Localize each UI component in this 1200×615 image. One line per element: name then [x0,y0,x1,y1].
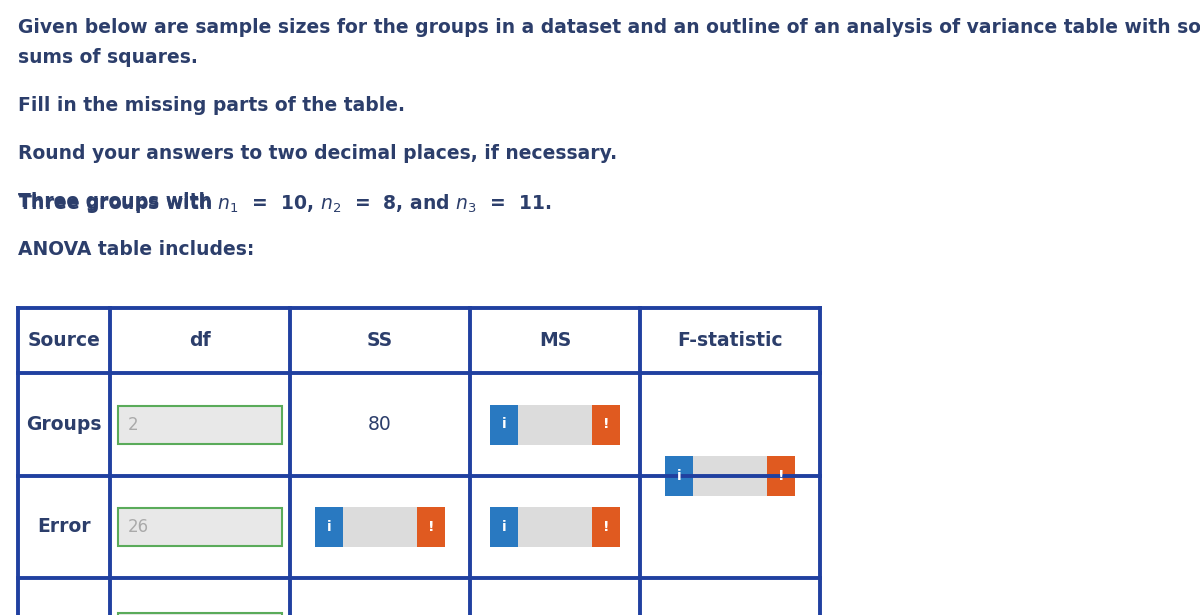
Text: Given below are sample sizes for the groups in a dataset and an outline of an an: Given below are sample sizes for the gro… [18,18,1200,37]
Text: !: ! [778,469,785,483]
Text: i: i [502,520,506,534]
Bar [592,405,620,445]
Text: !: ! [602,418,610,432]
Bar [418,507,445,547]
Bar [118,405,282,443]
Bar [490,405,518,445]
Text: Error: Error [37,517,91,536]
Text: df: df [190,331,211,350]
Text: !: ! [427,520,434,534]
Bar [18,308,820,615]
Text: MS: MS [539,331,571,350]
Text: Groups: Groups [26,415,102,434]
Bar [314,507,343,547]
Bar [490,507,518,547]
Text: Three groups with $n_1$  =  10, $n_2$  =  8, and $n_3$  =  11.: Three groups with $n_1$ = 10, $n_2$ = 8,… [18,192,551,215]
Text: !: ! [602,520,610,534]
Bar [314,507,445,547]
Text: i: i [502,418,506,432]
Text: Source: Source [28,331,101,350]
Text: Fill in the missing parts of the table.: Fill in the missing parts of the table. [18,96,406,115]
Bar [118,613,282,615]
Text: ANOVA table includes:: ANOVA table includes: [18,240,254,259]
Text: i: i [326,520,331,534]
Text: Round your answers to two decimal places, if necessary.: Round your answers to two decimal places… [18,144,617,163]
Bar [490,507,620,547]
Text: Three groups with: Three groups with [18,192,218,211]
Bar [665,456,694,496]
Bar [118,508,282,546]
Text: 2: 2 [128,416,139,434]
Text: 26: 26 [128,518,149,536]
Bar [490,405,620,445]
Bar [767,456,796,496]
Bar [592,507,620,547]
Text: sums of squares.: sums of squares. [18,48,198,67]
Bar [665,456,796,496]
Text: i: i [677,469,682,483]
Text: F-statistic: F-statistic [677,331,782,350]
Text: 80: 80 [368,415,392,434]
Text: SS: SS [367,331,394,350]
